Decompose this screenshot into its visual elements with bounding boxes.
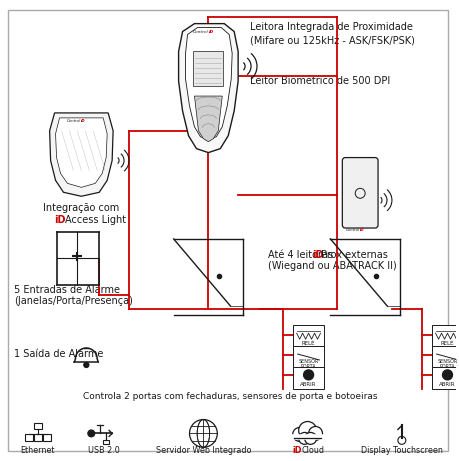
Circle shape [88,430,95,437]
Text: RELÉ: RELÉ [301,341,315,346]
Circle shape [308,426,322,440]
Bar [43,434,50,441]
Text: Ethernet: Ethernet [20,446,55,455]
Bar [193,51,223,86]
Text: Control: Control [345,228,359,232]
Text: Até 4 leitoras: Até 4 leitoras [267,250,336,260]
Polygon shape [178,24,238,153]
Text: ABRIR: ABRIR [438,382,455,387]
Text: Leitora Integrada de Proximidade
(Mifare ou 125kHz - ASK/FSK/PSK): Leitora Integrada de Proximidade (Mifare… [250,22,414,45]
Circle shape [303,370,313,380]
Text: 5 Entradas de Alarme: 5 Entradas de Alarme [14,284,120,295]
Circle shape [292,427,306,441]
Text: Integração com: Integração com [43,203,119,213]
Text: USB 2.0: USB 2.0 [88,446,120,455]
Bar [25,434,33,441]
Bar [292,367,324,389]
Polygon shape [50,113,113,196]
Circle shape [298,432,310,444]
Text: iD: iD [312,250,323,260]
Text: Leitor Biométrico de 500 DPI: Leitor Biométrico de 500 DPI [250,76,389,86]
Bar [34,434,42,441]
Text: iD: iD [55,215,66,225]
Text: Control: Control [192,30,208,34]
Text: 1 Saída de Alarme: 1 Saída de Alarme [14,349,103,359]
Text: ABRIR: ABRIR [300,382,316,387]
Circle shape [304,432,316,444]
Circle shape [84,362,89,367]
Bar [431,325,459,347]
Text: RELÉ: RELÉ [440,341,453,346]
Polygon shape [56,118,107,187]
Text: SENSOR
PORTA: SENSOR PORTA [298,359,318,369]
Bar [34,424,42,430]
Text: Display Touchscreen: Display Touchscreen [360,446,442,455]
Bar [292,346,324,368]
Text: Access Light: Access Light [65,215,126,225]
Text: SENSOR
PORTA: SENSOR PORTA [437,359,457,369]
Text: Cloud: Cloud [301,446,324,455]
Bar [103,440,109,444]
Bar [431,367,459,389]
Text: (Janelas/Porta/Presença): (Janelas/Porta/Presença) [14,296,133,307]
Bar [292,325,324,347]
Text: iD: iD [359,228,364,232]
Circle shape [442,370,452,380]
Circle shape [298,421,316,439]
Text: Control: Control [67,119,81,123]
Text: (Wiegand ou ABATRACK II): (Wiegand ou ABATRACK II) [267,261,396,271]
Text: Servidor Web Integrado: Servidor Web Integrado [155,446,251,455]
Text: iD: iD [291,446,301,455]
Polygon shape [185,28,232,140]
Text: Prox externas: Prox externas [321,250,387,260]
Bar [431,346,459,368]
Text: iD: iD [81,119,86,123]
Text: iD: iD [208,30,213,34]
Text: Controla 2 portas com fechaduras, sensores de porta e botoeiras: Controla 2 portas com fechaduras, sensor… [83,392,377,401]
FancyBboxPatch shape [341,158,377,228]
Polygon shape [194,96,222,142]
